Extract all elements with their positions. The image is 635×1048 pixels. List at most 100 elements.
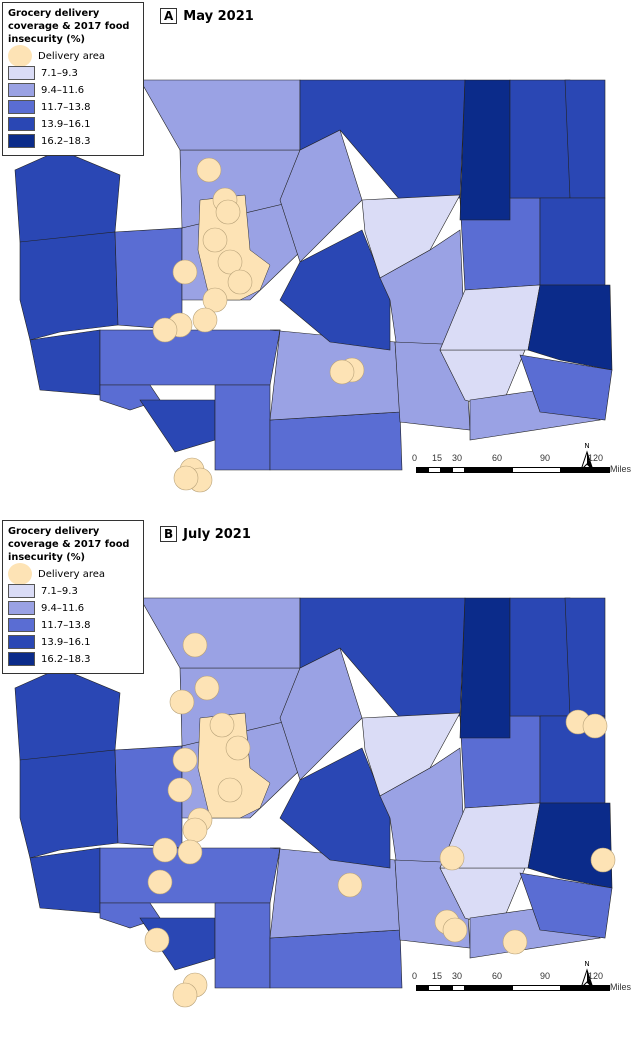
delivery-area [439, 845, 465, 871]
legend: Grocery delivery coverage & 2017 food in… [2, 520, 144, 674]
scale-tick: 60 [492, 971, 503, 981]
legend-title: Grocery delivery coverage & 2017 food in… [8, 526, 130, 563]
delivery-swatch [8, 563, 32, 585]
delivery-area [502, 929, 528, 955]
delivery-area [329, 359, 355, 385]
delivery-area [217, 249, 243, 275]
delivery-area [182, 817, 208, 843]
county [14, 667, 121, 761]
delivery-area [147, 869, 173, 895]
scale-tick: 120 [588, 453, 604, 463]
scale-tick: 60 [492, 453, 503, 463]
svg-text:N: N [584, 442, 589, 450]
delivery-area [209, 712, 235, 738]
county [539, 197, 606, 286]
delivery-area [169, 689, 195, 715]
county [14, 149, 121, 243]
delivery-area [337, 872, 363, 898]
class-swatch [8, 117, 35, 131]
class-swatch [8, 584, 35, 598]
choropleth-map: N [14, 79, 613, 493]
county [139, 597, 301, 669]
county [19, 231, 119, 341]
map-panel: Grocery delivery coverage & 2017 food in… [0, 0, 635, 520]
scale-unit: Miles [610, 464, 632, 474]
county [527, 802, 613, 889]
panel-letter: A [160, 8, 178, 24]
delivery-area [144, 927, 170, 953]
legend-class: 13.9–16.1 [8, 117, 138, 131]
delivery-area [152, 837, 178, 863]
delivery-area [217, 777, 243, 803]
scale-segment [512, 467, 562, 473]
county [29, 847, 101, 914]
county [564, 597, 606, 717]
county [99, 329, 281, 386]
scale-segment [464, 985, 514, 991]
delivery-area [152, 317, 178, 343]
delivery-area [590, 847, 616, 873]
scale-tick: 90 [540, 971, 551, 981]
legend: Grocery delivery coverage & 2017 food in… [2, 2, 144, 156]
class-swatch [8, 601, 35, 615]
county [114, 227, 183, 331]
choropleth-map: N [14, 597, 616, 1008]
county [519, 872, 613, 939]
metro-delivery-area [197, 194, 271, 301]
delivery-area [172, 747, 198, 773]
class-swatch [8, 618, 35, 632]
county [459, 597, 511, 739]
county [269, 411, 403, 471]
scale-tick: 0 [412, 971, 418, 981]
legend-title: Grocery delivery coverage & 2017 food in… [8, 8, 130, 45]
legend-class: 16.2–18.3 [8, 134, 138, 148]
delivery-area [192, 307, 218, 333]
county [269, 929, 403, 989]
delivery-area [194, 675, 220, 701]
county [469, 389, 601, 441]
scale-tick: 0 [412, 453, 418, 463]
delivery-area [582, 713, 608, 739]
north-arrow: N [580, 960, 594, 989]
panel-date: May 2021 [183, 8, 254, 24]
panel-title: A May 2021 [160, 8, 254, 24]
county [279, 747, 391, 869]
county [509, 597, 571, 717]
class-swatch [8, 100, 35, 114]
delivery-area [225, 735, 251, 761]
metro-delivery-area [197, 712, 271, 819]
county [519, 354, 613, 421]
county [279, 229, 391, 351]
county [509, 79, 571, 199]
county [564, 79, 606, 199]
legend-class: 9.4–11.6 [8, 601, 138, 615]
scale-tick: 30 [452, 453, 463, 463]
scale-segment [560, 467, 610, 473]
county [459, 79, 511, 221]
class-swatch [8, 134, 35, 148]
panel-letter: B [160, 526, 178, 542]
legend-class: 11.7–13.8 [8, 100, 138, 114]
svg-text:N: N [584, 960, 589, 968]
county [469, 907, 601, 959]
county [214, 384, 271, 471]
scale-segment [512, 985, 562, 991]
county [139, 79, 301, 151]
legend-class: 16.2–18.3 [8, 652, 138, 666]
county [214, 902, 271, 989]
scale-tick: 15 [432, 453, 443, 463]
delivery-area [172, 259, 198, 285]
county [29, 329, 101, 396]
scale-tick: 90 [540, 453, 551, 463]
legend-class: 11.7–13.8 [8, 618, 138, 632]
delivery-area [202, 287, 228, 313]
delivery-swatch [8, 45, 32, 67]
legend-class: 7.1–9.3 [8, 66, 138, 80]
class-swatch [8, 83, 35, 97]
panel-title: B July 2021 [160, 526, 251, 542]
delivery-area [182, 632, 208, 658]
delivery-area [215, 199, 241, 225]
county [527, 284, 613, 371]
north-arrow: N [580, 442, 594, 471]
scale-segment [560, 985, 610, 991]
